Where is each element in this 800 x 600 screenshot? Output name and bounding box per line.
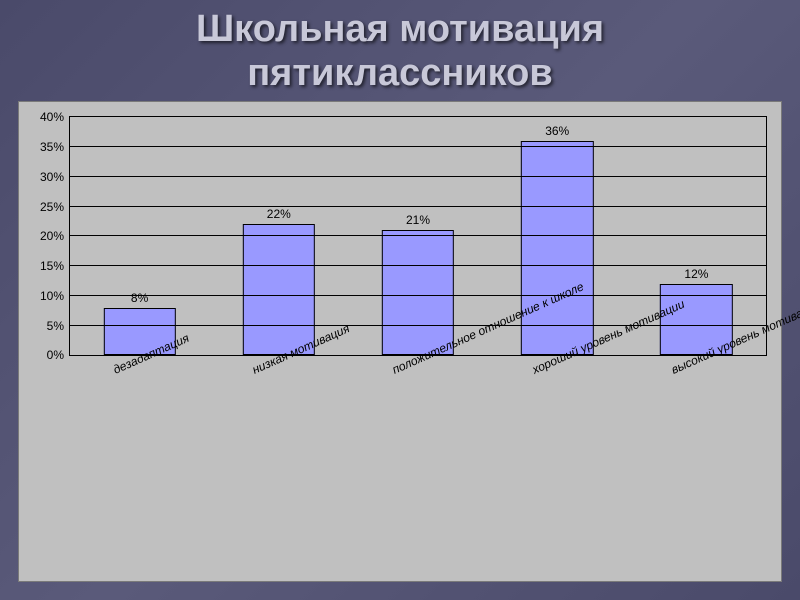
bar-slot: 22% [209, 117, 348, 355]
gridline [70, 265, 766, 266]
x-label-slot: низкая мотивация [209, 356, 349, 506]
gridline [70, 176, 766, 177]
bar-value-label: 36% [545, 124, 569, 138]
bar-value-label: 21% [406, 213, 430, 227]
slide: Школьная мотивация пятиклассников 8% 22% 2… [0, 0, 800, 600]
gridline [70, 146, 766, 147]
title-line-1: Школьная мотивация [196, 8, 604, 50]
x-label-slot: хороший уровень мотивации [488, 356, 628, 506]
x-label-slot: положительное отношение к школе [348, 356, 488, 506]
y-tick-label: 35% [40, 140, 64, 154]
y-tick-label: 30% [40, 170, 64, 184]
bar-value-label: 12% [684, 267, 708, 281]
y-tick-label: 20% [40, 229, 64, 243]
gridline [70, 235, 766, 236]
title-line-2: пятиклассников [247, 52, 553, 94]
y-tick-label: 10% [40, 289, 64, 303]
bar-value-label: 8% [131, 291, 148, 305]
gridline [70, 295, 766, 296]
chart-panel: 8% 22% 21% 36% 12% 0% 5% 10% 15% 20% 25% 30% 35% 40%… [18, 101, 782, 582]
y-tick-label: 40% [40, 110, 64, 124]
y-tick-label: 25% [40, 200, 64, 214]
bar [382, 230, 454, 355]
y-tick-label: 5% [47, 319, 64, 333]
bar-value-label: 22% [267, 207, 291, 221]
x-axis-labels: дезадаптациянизкая мотивацияположительно… [69, 356, 767, 506]
slide-title: Школьная мотивация пятиклассников [18, 8, 782, 95]
x-label-slot: высокий уровень мотивации [627, 356, 767, 506]
y-tick-label: 15% [40, 259, 64, 273]
bar [521, 141, 593, 355]
bar-slot: 21% [348, 117, 487, 355]
gridline [70, 325, 766, 326]
x-label-slot: дезадаптация [69, 356, 209, 506]
bar-slot: 8% [70, 117, 209, 355]
gridline [70, 206, 766, 207]
y-tick-label: 0% [47, 348, 64, 362]
bar [243, 224, 315, 355]
